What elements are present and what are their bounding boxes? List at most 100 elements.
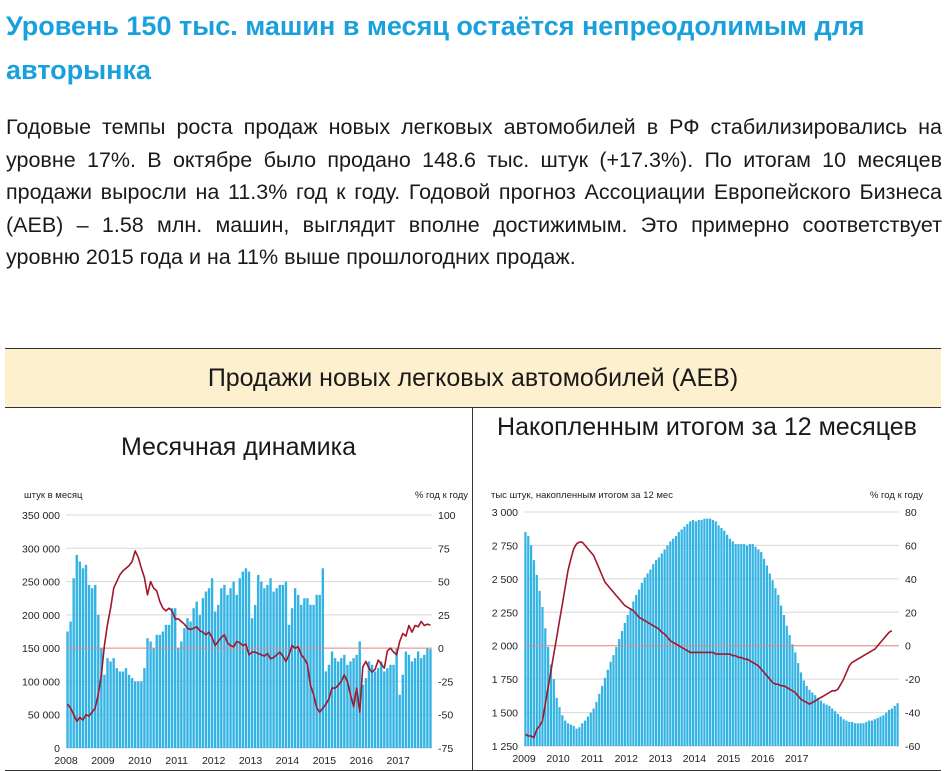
y-left-tick-label: 2 750 <box>492 540 518 552</box>
bar <box>177 648 180 748</box>
bar <box>762 558 766 746</box>
bar <box>398 694 401 748</box>
bar <box>343 654 346 748</box>
bar <box>652 564 655 746</box>
bar <box>831 708 834 746</box>
bar <box>183 628 186 748</box>
bar <box>558 707 561 746</box>
bar <box>572 725 575 746</box>
bar <box>777 594 780 746</box>
bar <box>700 520 703 746</box>
bar <box>535 574 538 746</box>
bar <box>115 668 118 748</box>
bar <box>127 674 131 748</box>
y-left-tick-label: 1 750 <box>492 674 518 686</box>
bar <box>669 541 672 746</box>
y-left-tick-label: 150 000 <box>22 643 60 655</box>
left-chart-title: Месячная динамика <box>120 433 357 461</box>
bar <box>146 638 149 748</box>
bar <box>281 584 285 748</box>
bar <box>609 661 612 746</box>
bar <box>97 614 100 748</box>
bar <box>620 631 624 746</box>
bar <box>297 594 300 748</box>
bar <box>879 716 882 746</box>
bar <box>324 671 328 748</box>
bar <box>204 591 208 748</box>
bar <box>797 663 800 746</box>
bar <box>87 584 91 748</box>
x-tick-label: 2012 <box>615 753 639 765</box>
y-right-tick-label: -50 <box>438 710 453 722</box>
bar <box>94 584 97 748</box>
bar <box>640 582 644 746</box>
x-tick-label: 2015 <box>313 755 337 767</box>
bar <box>859 723 862 746</box>
bar <box>109 661 112 748</box>
bar <box>293 588 297 748</box>
bar <box>865 721 868 746</box>
bar <box>140 681 143 748</box>
y-left-axis-label: штук в месяц <box>24 490 83 501</box>
bar <box>885 712 888 746</box>
bar <box>121 671 125 748</box>
bar <box>134 681 137 748</box>
bar <box>697 520 700 746</box>
bar <box>189 621 192 748</box>
bar <box>851 721 854 746</box>
bar <box>606 669 609 746</box>
bar <box>853 723 857 746</box>
bar <box>229 588 232 748</box>
bar <box>287 624 291 748</box>
y-left-tick-label: 0 <box>54 743 60 755</box>
bar <box>808 689 811 746</box>
bar <box>72 578 75 748</box>
y-right-tick-label: 0 <box>905 641 911 653</box>
bar <box>318 594 321 748</box>
y-right-tick-label: 60 <box>905 540 917 552</box>
y-right-tick-label: -40 <box>905 708 920 720</box>
bar <box>263 588 266 748</box>
x-tick-label: 2008 <box>54 755 78 767</box>
bar <box>873 719 876 746</box>
bar <box>370 664 374 748</box>
y-left-tick-label: 2 500 <box>492 574 518 586</box>
bar <box>327 664 331 748</box>
bar <box>819 700 822 746</box>
y-left-tick-label: 3 000 <box>492 507 518 519</box>
bar <box>541 606 544 746</box>
bar <box>186 618 189 748</box>
bar <box>180 641 183 748</box>
bar <box>544 628 547 746</box>
y-left-tick-label: 50 000 <box>28 710 60 722</box>
bar <box>106 658 109 748</box>
bar <box>660 553 663 746</box>
bar <box>173 608 177 748</box>
bar <box>333 658 337 748</box>
bar <box>66 631 69 748</box>
bar <box>726 534 729 746</box>
x-tick-label: 2012 <box>202 755 226 767</box>
bar <box>657 557 661 746</box>
y-left-tick-label: 350 000 <box>22 510 60 522</box>
bar <box>615 647 618 746</box>
bar <box>395 648 398 748</box>
bar <box>626 614 629 746</box>
bar <box>836 713 840 746</box>
bar <box>683 526 686 746</box>
bar <box>618 639 621 746</box>
x-tick-label: 2010 <box>546 753 570 765</box>
bar <box>760 552 763 746</box>
bar <box>674 536 678 746</box>
bar <box>392 664 395 748</box>
bar <box>754 546 757 746</box>
bar <box>213 611 217 748</box>
bar <box>137 681 140 748</box>
bar <box>731 541 734 746</box>
bar <box>303 598 306 748</box>
bar <box>845 720 848 746</box>
x-tick-label: 2011 <box>165 755 188 767</box>
bar <box>862 723 865 746</box>
bar <box>740 544 743 746</box>
bar <box>708 518 712 746</box>
